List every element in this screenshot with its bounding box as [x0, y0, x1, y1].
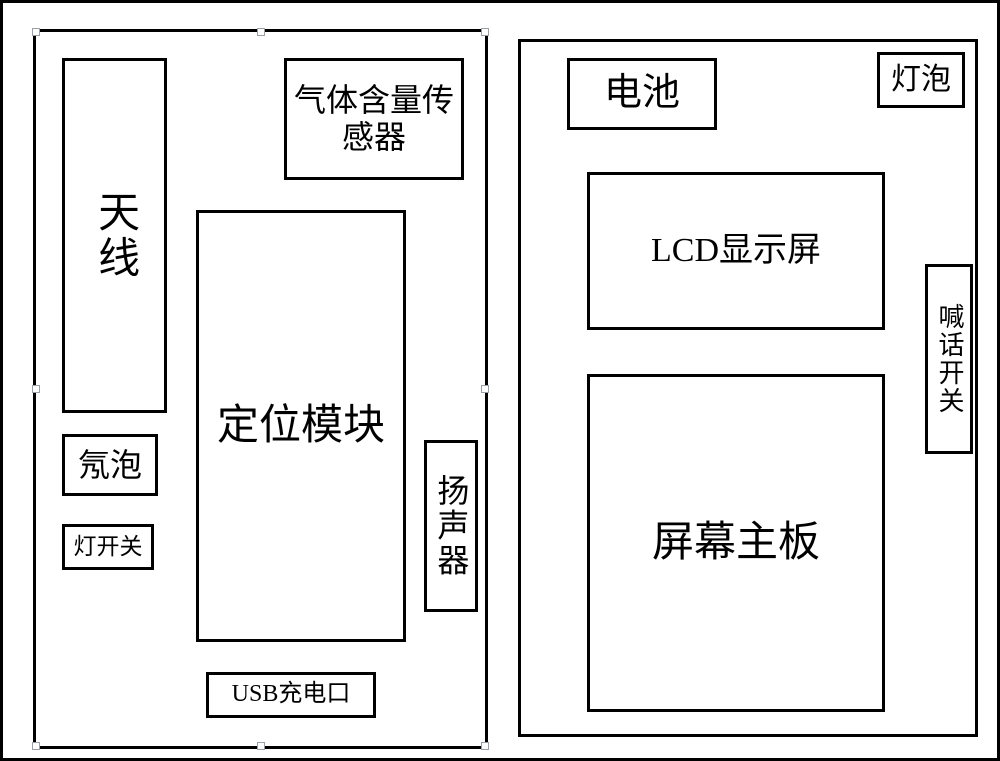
module-talk-switch: 喊话开关	[925, 264, 973, 454]
module-gas-sensor: 气体含量传感器	[284, 58, 464, 180]
left-panel: 天线 气体含量传感器 定位模块 氖泡 灯开关 扬声器 USB充电口	[33, 29, 488, 749]
module-positioning: 定位模块	[196, 210, 406, 642]
module-lcd: LCD显示屏	[587, 172, 885, 330]
handle-ne	[481, 28, 489, 36]
module-battery: 电池	[567, 58, 717, 130]
handle-sw	[32, 742, 40, 750]
module-usb-port-label: USB充电口	[232, 681, 351, 709]
module-antenna-label: 天线	[90, 190, 138, 281]
module-bulb: 灯泡	[877, 52, 965, 108]
module-neon-bulb-label: 氖泡	[78, 447, 142, 484]
module-light-switch-label: 灯开关	[74, 534, 143, 560]
module-battery-label: 电池	[604, 72, 680, 116]
module-bulb-label: 灯泡	[891, 63, 951, 98]
module-antenna: 天线	[62, 58, 167, 413]
handle-s	[257, 742, 265, 750]
handle-w	[32, 385, 40, 393]
module-lcd-label: LCD显示屏	[651, 231, 821, 270]
module-screen-board: 屏幕主板	[587, 374, 885, 712]
handle-e	[481, 385, 489, 393]
handle-n	[257, 28, 265, 36]
handle-nw	[32, 28, 40, 36]
module-screen-board-label: 屏幕主板	[652, 519, 820, 567]
handle-se	[481, 742, 489, 750]
module-gas-sensor-label: 气体含量传感器	[287, 82, 461, 156]
module-talk-switch-label: 喊话开关	[934, 303, 964, 415]
module-usb-port: USB充电口	[206, 672, 376, 718]
module-positioning-label: 定位模块	[217, 402, 385, 450]
module-speaker-label: 扬声器	[433, 474, 470, 578]
module-neon-bulb: 氖泡	[62, 434, 158, 496]
right-panel: 电池 灯泡 LCD显示屏 喊话开关 屏幕主板	[518, 39, 978, 737]
outer-frame: 天线 气体含量传感器 定位模块 氖泡 灯开关 扬声器 USB充电口 电池 灯泡	[0, 0, 1000, 761]
module-speaker: 扬声器	[424, 440, 478, 612]
module-light-switch: 灯开关	[62, 524, 154, 570]
